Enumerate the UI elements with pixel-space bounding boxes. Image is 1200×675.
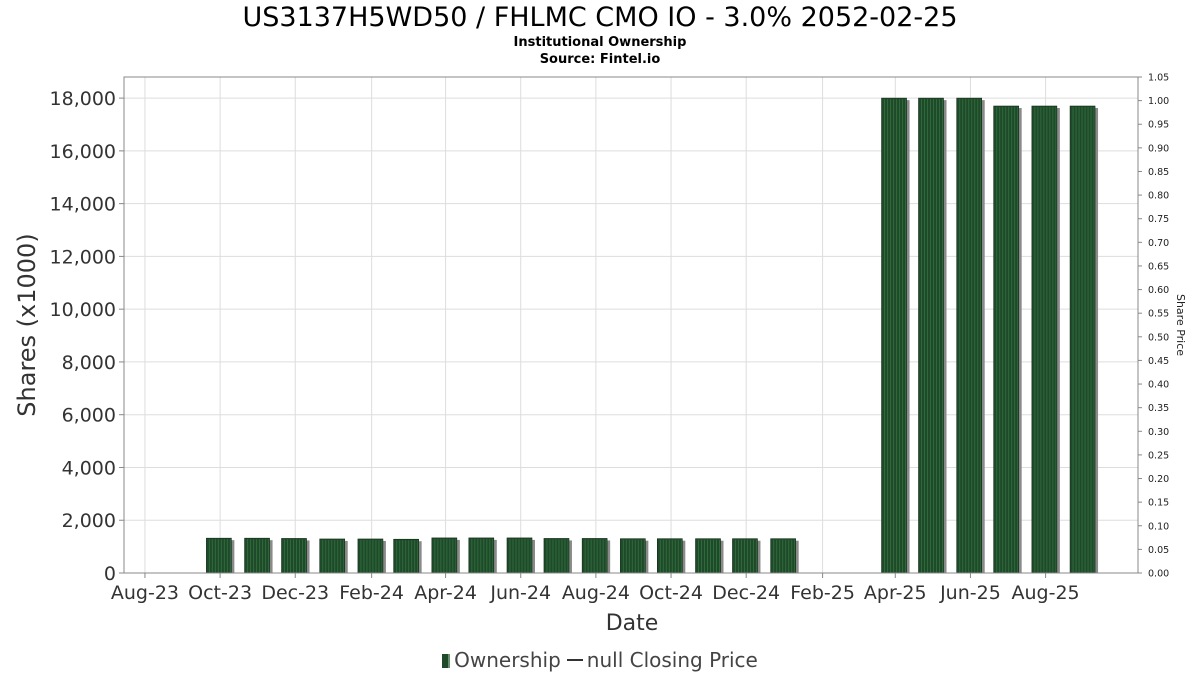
y-tick-label: 12,000 — [50, 246, 116, 268]
y2-tick-label: 0.00 — [1148, 569, 1169, 580]
y2-tick-label: 0.50 — [1148, 332, 1169, 343]
x-tick-label: Feb-25 — [790, 582, 855, 604]
y-tick-label: 10,000 — [50, 299, 116, 321]
y2-tick-label: 0.70 — [1148, 238, 1169, 249]
y2-tick-label: 0.05 — [1148, 545, 1169, 556]
closing-price-legend-line — [566, 659, 583, 661]
y2-tick-label: 0.75 — [1148, 214, 1169, 225]
closing-price-legend-label: null Closing Price — [586, 648, 758, 672]
y2-tick-label: 0.90 — [1148, 143, 1169, 154]
y2-tick-label: 0.20 — [1148, 474, 1169, 485]
chart-source: Source: Fintel.io — [539, 52, 661, 67]
y2-tick-label: 0.95 — [1148, 120, 1169, 131]
x-tick-label: Oct-23 — [188, 582, 252, 604]
x-axis-label: Date — [606, 611, 659, 636]
y-tick-label: 16,000 — [50, 141, 116, 163]
y2-axis-label: Share Price — [1174, 294, 1187, 356]
x-tick-label: Aug-25 — [1012, 582, 1080, 604]
x-tick-label: Feb-24 — [339, 582, 404, 604]
grid-layer — [124, 77, 1138, 574]
ownership-legend-swatch — [442, 654, 451, 668]
y2-tick-label: 0.65 — [1148, 261, 1169, 272]
y-tick-label: 0 — [104, 563, 116, 585]
y-tick-label: 8,000 — [62, 352, 116, 374]
y2-tick-label: 0.10 — [1148, 521, 1169, 532]
x-tick-label: Dec-24 — [712, 582, 780, 604]
x-tick-label: Jun-24 — [489, 582, 551, 604]
x-tick-label: Oct-24 — [639, 582, 703, 604]
y2-tick-label: 0.35 — [1148, 403, 1169, 414]
y-axis-label: Shares (x1000) — [13, 233, 41, 416]
x-tick-label: Jun-25 — [939, 582, 1001, 604]
plot-frame — [123, 76, 1139, 574]
y2-tick-label: 0.85 — [1148, 167, 1169, 178]
y2-tick-label: 0.55 — [1148, 309, 1169, 320]
x-tick-label: Dec-23 — [261, 582, 329, 604]
y2-tick-label: 0.80 — [1148, 191, 1169, 202]
y2-tick-label: 0.60 — [1148, 285, 1169, 296]
x-tick-label: Aug-24 — [562, 582, 630, 604]
y2-tick-label: 0.25 — [1148, 450, 1169, 461]
x-tick-label: Aug-23 — [111, 582, 179, 604]
y-tick-label: 4,000 — [62, 457, 116, 479]
y2-tick-label: 0.40 — [1148, 380, 1169, 391]
chart-subtitle: Institutional Ownership — [513, 35, 687, 50]
y2-tick-label: 1.00 — [1148, 96, 1169, 107]
chart-legend[interactable]: Ownership null Closing Price — [0, 648, 1200, 672]
axis-layer: 0 2,000 4,000 6,000 8,000 10,000 12,000 14,000 1… — [13, 73, 1187, 637]
x-tick-label: Apr-25 — [864, 582, 927, 604]
y2-tick-label: 1.05 — [1148, 73, 1169, 84]
bar-layer — [206, 97, 1099, 574]
chart-title: US3137H5WD50 / FHLMC CMO IO - 3.0% 2052-… — [242, 2, 958, 33]
x-tick-label: Apr-24 — [414, 582, 477, 604]
y2-tick-label: 0.45 — [1148, 356, 1169, 367]
y2-tick-label: 0.30 — [1148, 427, 1169, 438]
y2-tick-label: 0.15 — [1148, 498, 1169, 509]
y-tick-label: 14,000 — [50, 194, 116, 216]
y-tick-label: 2,000 — [62, 510, 116, 532]
y-tick-label: 6,000 — [62, 405, 116, 427]
y-tick-label: 18,000 — [50, 88, 116, 110]
ownership-legend-label: Ownership — [454, 648, 561, 672]
